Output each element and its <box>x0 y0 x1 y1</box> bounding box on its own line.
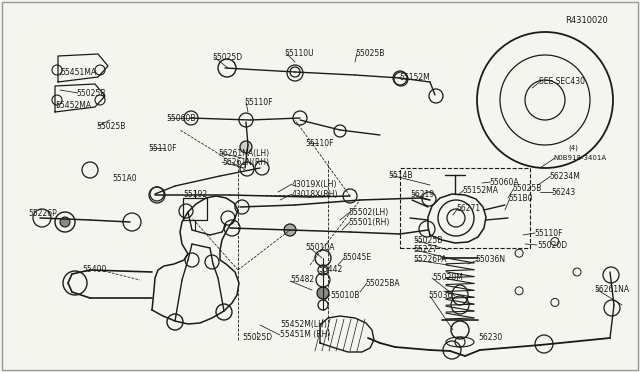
Text: 55025B: 55025B <box>355 48 385 58</box>
Text: 55025D: 55025D <box>212 52 242 61</box>
Text: 55036N: 55036N <box>475 256 505 264</box>
Text: 55045E: 55045E <box>342 253 371 262</box>
Text: 55020D: 55020D <box>537 241 567 250</box>
Text: (4): (4) <box>568 145 578 151</box>
Text: 55025B: 55025B <box>96 122 125 131</box>
Text: 56261N(RH): 56261N(RH) <box>222 157 269 167</box>
Text: 56243: 56243 <box>551 187 575 196</box>
Text: 55452M(LH): 55452M(LH) <box>280 321 327 330</box>
Text: 55036: 55036 <box>428 292 452 301</box>
Text: 55025B: 55025B <box>76 89 106 97</box>
Text: 551A0: 551A0 <box>112 173 136 183</box>
Text: 55110U: 55110U <box>284 48 314 58</box>
Text: 55451MA: 55451MA <box>60 67 96 77</box>
Text: 43018X(RH): 43018X(RH) <box>292 189 339 199</box>
Text: 55110F: 55110F <box>534 228 563 237</box>
Text: 56261NA: 56261NA <box>594 285 629 294</box>
Text: 55482: 55482 <box>290 276 314 285</box>
Text: 55400: 55400 <box>82 266 106 275</box>
Text: 55010A: 55010A <box>305 244 335 253</box>
Text: 55501(RH): 55501(RH) <box>348 218 389 227</box>
Text: 55060A: 55060A <box>489 177 518 186</box>
Text: 55025BA: 55025BA <box>365 279 399 288</box>
Circle shape <box>284 224 296 236</box>
Text: 55227: 55227 <box>413 246 437 254</box>
Text: 551B0: 551B0 <box>508 193 532 202</box>
Text: 55020M: 55020M <box>432 273 463 282</box>
Text: 5514B: 5514B <box>388 170 413 180</box>
Text: 55451M (RH): 55451M (RH) <box>280 330 330 340</box>
Text: 55110F: 55110F <box>244 97 273 106</box>
Text: 55152M: 55152M <box>399 73 429 81</box>
Text: 55442: 55442 <box>318 266 342 275</box>
Text: 56234M: 56234M <box>549 171 580 180</box>
Text: 56271: 56271 <box>456 203 480 212</box>
Text: 55452MA: 55452MA <box>55 100 91 109</box>
Circle shape <box>240 141 252 153</box>
Text: N0B918-3401A: N0B918-3401A <box>553 155 606 161</box>
Text: 55025B: 55025B <box>413 235 442 244</box>
Text: 43019X(LH): 43019X(LH) <box>292 180 337 189</box>
Text: SEE SEC430: SEE SEC430 <box>539 77 585 86</box>
Bar <box>400 168 530 248</box>
Text: 55226P: 55226P <box>28 208 57 218</box>
Circle shape <box>60 217 70 227</box>
Text: 55110F: 55110F <box>305 138 333 148</box>
Text: 55502(LH): 55502(LH) <box>348 208 388 217</box>
Circle shape <box>317 287 329 299</box>
Text: 55025D: 55025D <box>242 334 272 343</box>
Text: 56261NA(LH): 56261NA(LH) <box>218 148 269 157</box>
Text: 55192: 55192 <box>183 189 207 199</box>
Text: 55226PA: 55226PA <box>413 256 447 264</box>
Text: 55010B: 55010B <box>330 291 360 299</box>
Text: 55110F: 55110F <box>148 144 177 153</box>
Text: 56219: 56219 <box>410 189 434 199</box>
Text: 56230: 56230 <box>478 334 502 343</box>
Text: 55060B: 55060B <box>166 113 195 122</box>
Text: R4310020: R4310020 <box>565 16 608 25</box>
Text: 55152MA: 55152MA <box>462 186 498 195</box>
Text: 55025B: 55025B <box>512 183 541 192</box>
